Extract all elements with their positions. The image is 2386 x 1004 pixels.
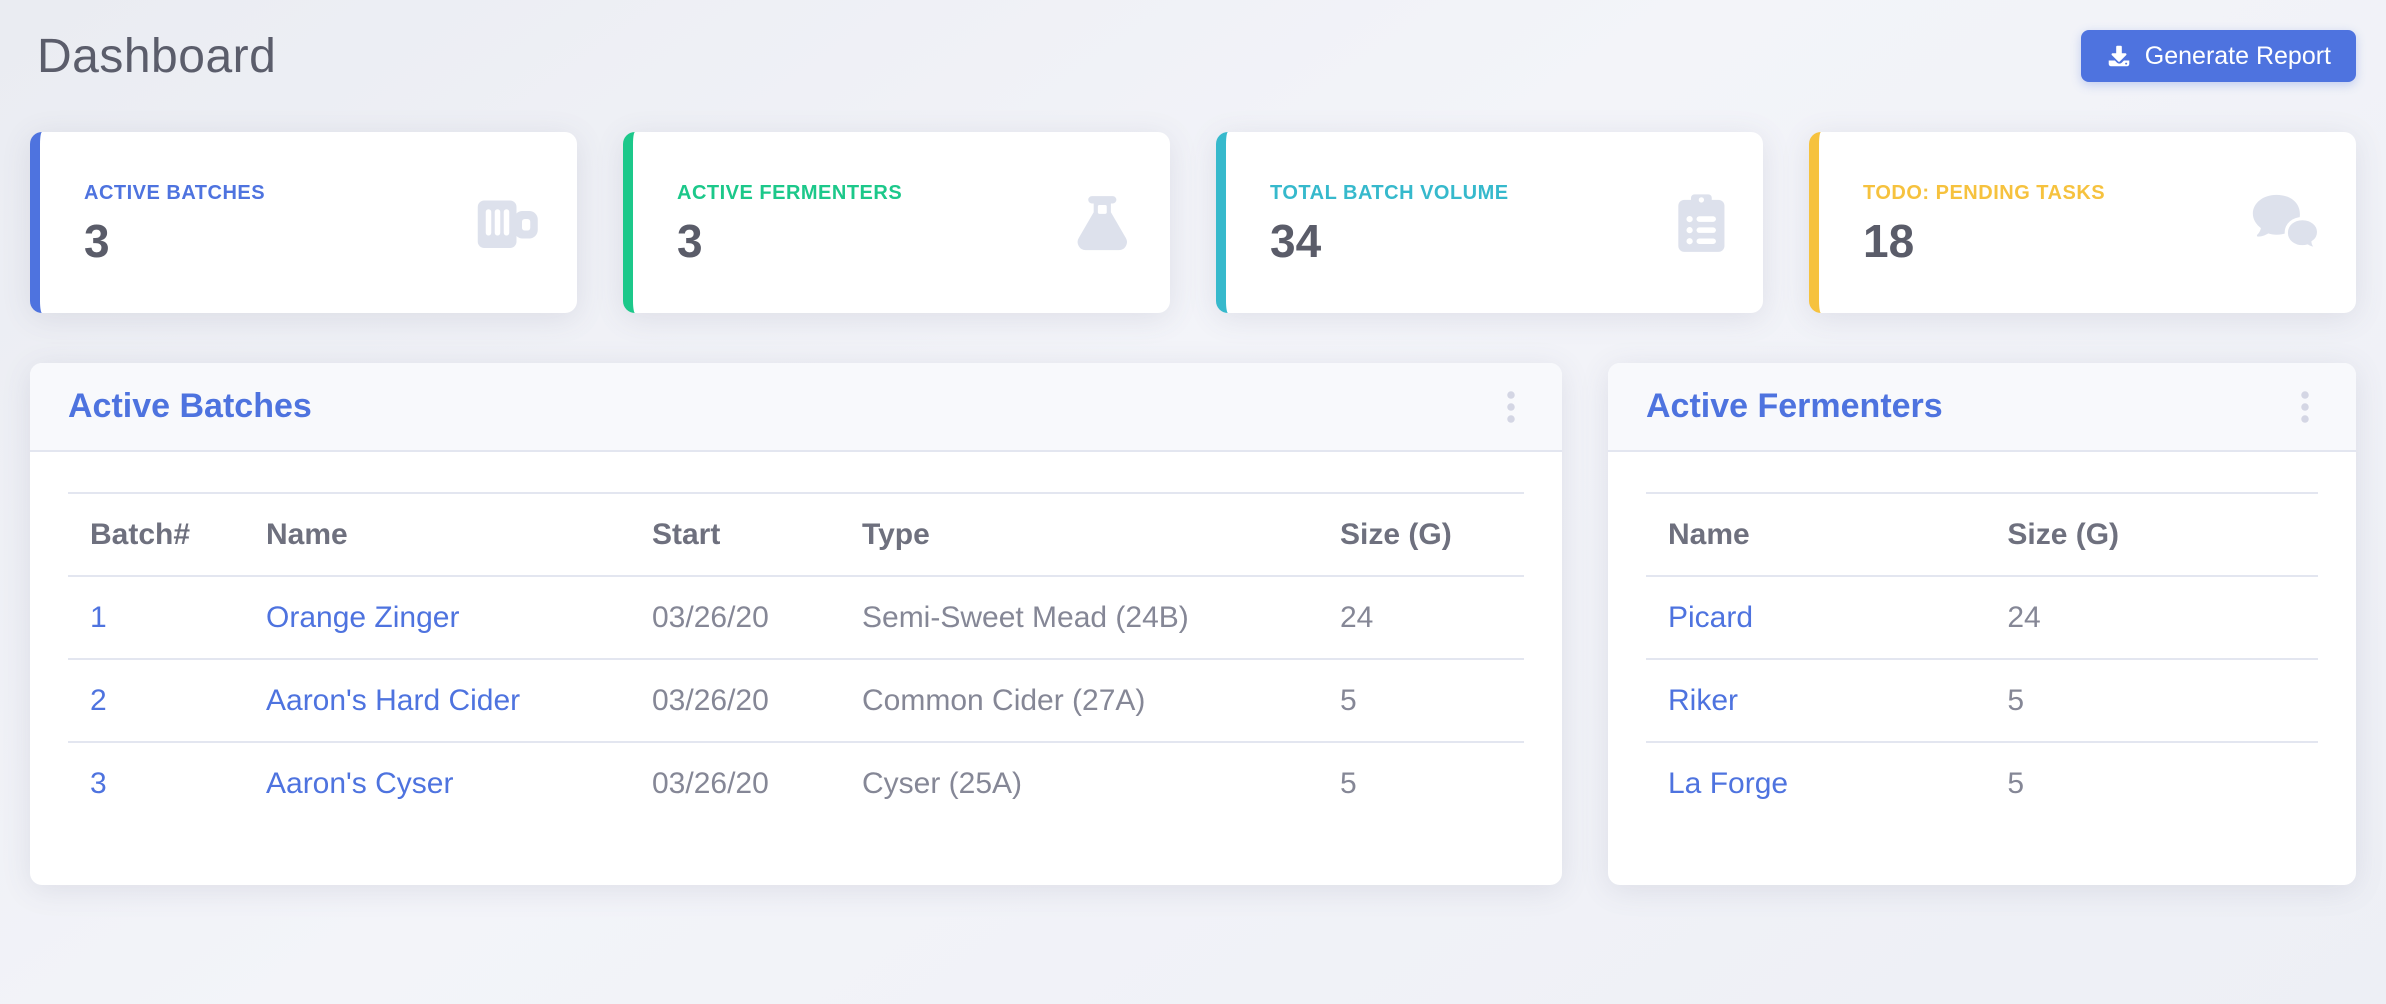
table-header-row: Batch# Name Start Type Size (G): [68, 493, 1524, 577]
batch-name-link[interactable]: Aaron's Cyser: [266, 767, 454, 800]
panel-title: Active Batches: [68, 387, 312, 425]
download-icon: [2106, 43, 2132, 69]
column-header-name: Name: [244, 493, 630, 577]
stat-label: TODO: PENDING TASKS: [1863, 181, 2106, 204]
column-header-size: Size (G): [1985, 493, 2318, 577]
column-header-name: Name: [1646, 493, 1986, 577]
stat-info: ACTIVE BATCHES 3: [84, 182, 474, 264]
batch-size: 24: [1318, 576, 1524, 660]
topbar: Dashboard Generate Report: [30, 28, 2356, 84]
batch-name-link[interactable]: Aaron's Hard Cider: [266, 683, 521, 717]
page-title: Dashboard: [37, 29, 277, 83]
table-row: 2 Aaron's Hard Cider 03/26/20 Common Cid…: [68, 659, 1524, 743]
batch-name-link[interactable]: Orange Zinger: [266, 600, 460, 634]
panels-row: Active Batches Batch# Name Start Type Si…: [30, 363, 2356, 885]
active-batches-panel: Active Batches Batch# Name Start Type Si…: [30, 363, 1562, 885]
batch-number-link[interactable]: 1: [90, 600, 107, 634]
beer-mug-icon: [474, 193, 542, 253]
active-fermenters-panel-body: Name Size (G) Picard 24 Riker 5: [1608, 452, 2356, 825]
fermenter-size: 5: [2007, 767, 2025, 800]
stat-info: ACTIVE FERMENTERS 3: [677, 182, 1071, 264]
active-batches-panel-header: Active Batches: [30, 363, 1562, 452]
batch-start-date: 03/26/20: [630, 576, 840, 660]
table-row: 1 Orange Zinger 03/26/20 Semi-Sweet Mead…: [68, 576, 1524, 660]
comments-icon: [2251, 193, 2320, 253]
stat-value: 18: [1863, 214, 1915, 267]
table-row: 3 Aaron's Cyser 03/26/20 Cyser (25A) 5: [68, 742, 1524, 825]
generate-report-button[interactable]: Generate Report: [2080, 30, 2356, 82]
fermenter-name-link[interactable]: Riker: [1668, 683, 1739, 717]
batch-size: 5: [1340, 767, 1357, 800]
batches-table: Batch# Name Start Type Size (G) 1 Orange…: [68, 492, 1524, 825]
batch-number-link[interactable]: 3: [90, 767, 107, 800]
batch-number-link[interactable]: 2: [90, 683, 107, 717]
active-batches-panel-body: Batch# Name Start Type Size (G) 1 Orange…: [30, 452, 1562, 825]
column-header-size: Size (G): [1318, 493, 1524, 577]
clipboard-list-icon: [1676, 193, 1727, 253]
table-row: La Forge 5: [1646, 742, 2318, 825]
column-header-type: Type: [840, 493, 1318, 577]
panel-title: Active Fermenters: [1646, 387, 1943, 425]
stat-label: ACTIVE BATCHES: [84, 181, 266, 204]
stat-card-pending-tasks: TODO: PENDING TASKS 18: [1809, 132, 2356, 313]
fermenter-name-link[interactable]: La Forge: [1668, 767, 1789, 800]
dashboard-page: Dashboard Generate Report ACTIVE BATCHES…: [0, 28, 2386, 885]
fermenters-table: Name Size (G) Picard 24 Riker 5: [1646, 492, 2318, 825]
stat-card-active-fermenters: ACTIVE FERMENTERS 3: [623, 132, 1170, 313]
batch-size: 5: [1318, 659, 1524, 743]
stat-value: 3: [84, 214, 110, 267]
active-fermenters-panel-header: Active Fermenters: [1608, 363, 2356, 452]
stat-card-active-batches: ACTIVE BATCHES 3: [30, 132, 577, 313]
table-row: Riker 5: [1646, 659, 2318, 743]
stat-value: 34: [1270, 214, 1322, 267]
batch-type: Cyser (25A): [862, 767, 1023, 800]
stat-label: ACTIVE FERMENTERS: [677, 181, 903, 204]
fermenter-size: 5: [1985, 659, 2318, 743]
kebab-menu-icon[interactable]: [2292, 384, 2318, 430]
flask-icon: [1071, 193, 1134, 253]
stat-info: TOTAL BATCH VOLUME 34: [1270, 182, 1676, 264]
stat-value: 3: [677, 214, 703, 267]
table-row: Picard 24: [1646, 576, 2318, 660]
kebab-menu-icon[interactable]: [1498, 384, 1524, 430]
stat-card-total-batch-volume: TOTAL BATCH VOLUME 34: [1216, 132, 1763, 313]
generate-report-label: Generate Report: [2144, 41, 2331, 70]
fermenter-size: 24: [1985, 576, 2318, 660]
fermenter-name-link[interactable]: Picard: [1668, 600, 1754, 634]
batch-type: Common Cider (27A): [840, 659, 1318, 743]
stat-label: TOTAL BATCH VOLUME: [1270, 181, 1509, 204]
stat-cards-row: ACTIVE BATCHES 3 ACTIVE FERMENTERS 3: [30, 132, 2356, 313]
active-fermenters-panel: Active Fermenters Name Size (G): [1608, 363, 2356, 885]
batch-start-date: 03/26/20: [630, 659, 840, 743]
batch-start-date: 03/26/20: [652, 767, 769, 800]
column-header-start: Start: [630, 493, 840, 577]
stat-info: TODO: PENDING TASKS 18: [1863, 182, 2251, 264]
batch-type: Semi-Sweet Mead (24B): [840, 576, 1318, 660]
column-header-batch: Batch#: [68, 493, 244, 577]
table-header-row: Name Size (G): [1646, 493, 2318, 577]
